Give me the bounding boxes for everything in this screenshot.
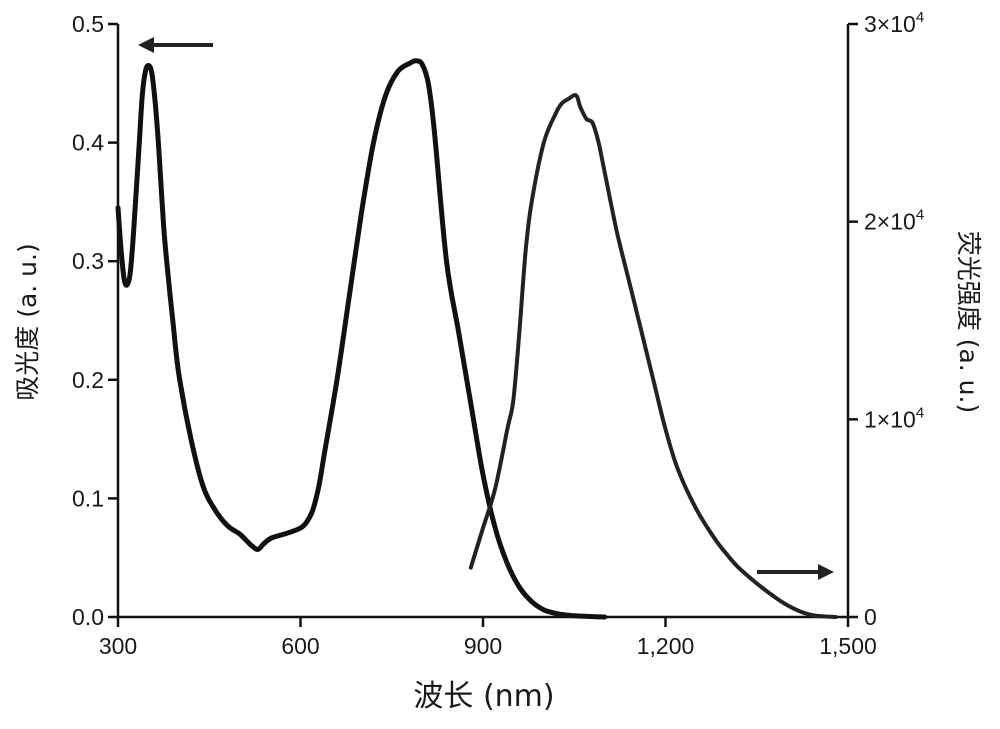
left-y-tick-label: 0.2 bbox=[72, 367, 104, 393]
left-y-tick-label: 0.5 bbox=[72, 11, 104, 37]
x-tick-label: 900 bbox=[464, 633, 502, 659]
right-y-tick-label: 2×104 bbox=[864, 207, 924, 235]
right-axis-arrow-head bbox=[818, 564, 834, 580]
x-tick-label: 1,200 bbox=[637, 633, 695, 659]
x-axis-title: 波长 (nm) bbox=[413, 679, 554, 714]
fluorescence-series-line bbox=[468, 93, 838, 619]
left-y-tick-label: 0.0 bbox=[72, 604, 104, 630]
right-y-tick-label: 1×104 bbox=[864, 404, 924, 432]
left-y-tick-label: 0.3 bbox=[72, 248, 104, 274]
left-y-axis-title: 吸光度 (a. u.) bbox=[13, 243, 42, 400]
x-tick-label: 1,500 bbox=[819, 633, 877, 659]
ticks: 300 600 900 1,200 1,500 0.0 0.1 0.2 0.3 0.4 0.5 0 1×… bbox=[72, 9, 924, 659]
left-y-tick-label: 0.4 bbox=[72, 130, 104, 156]
absorbance-series-line bbox=[115, 58, 608, 620]
right-y-axis-title: 荧光强度 (a. u.) bbox=[954, 231, 983, 413]
right-y-tick-label: 3×104 bbox=[864, 9, 924, 37]
curves bbox=[115, 58, 838, 620]
axis-arrows bbox=[138, 37, 834, 580]
right-y-tick-label: 0 bbox=[864, 604, 877, 630]
left-y-tick-label: 0.1 bbox=[72, 485, 104, 511]
left-axis-arrow-head bbox=[138, 37, 154, 53]
x-tick-label: 300 bbox=[99, 633, 137, 659]
x-tick-label: 600 bbox=[281, 633, 319, 659]
